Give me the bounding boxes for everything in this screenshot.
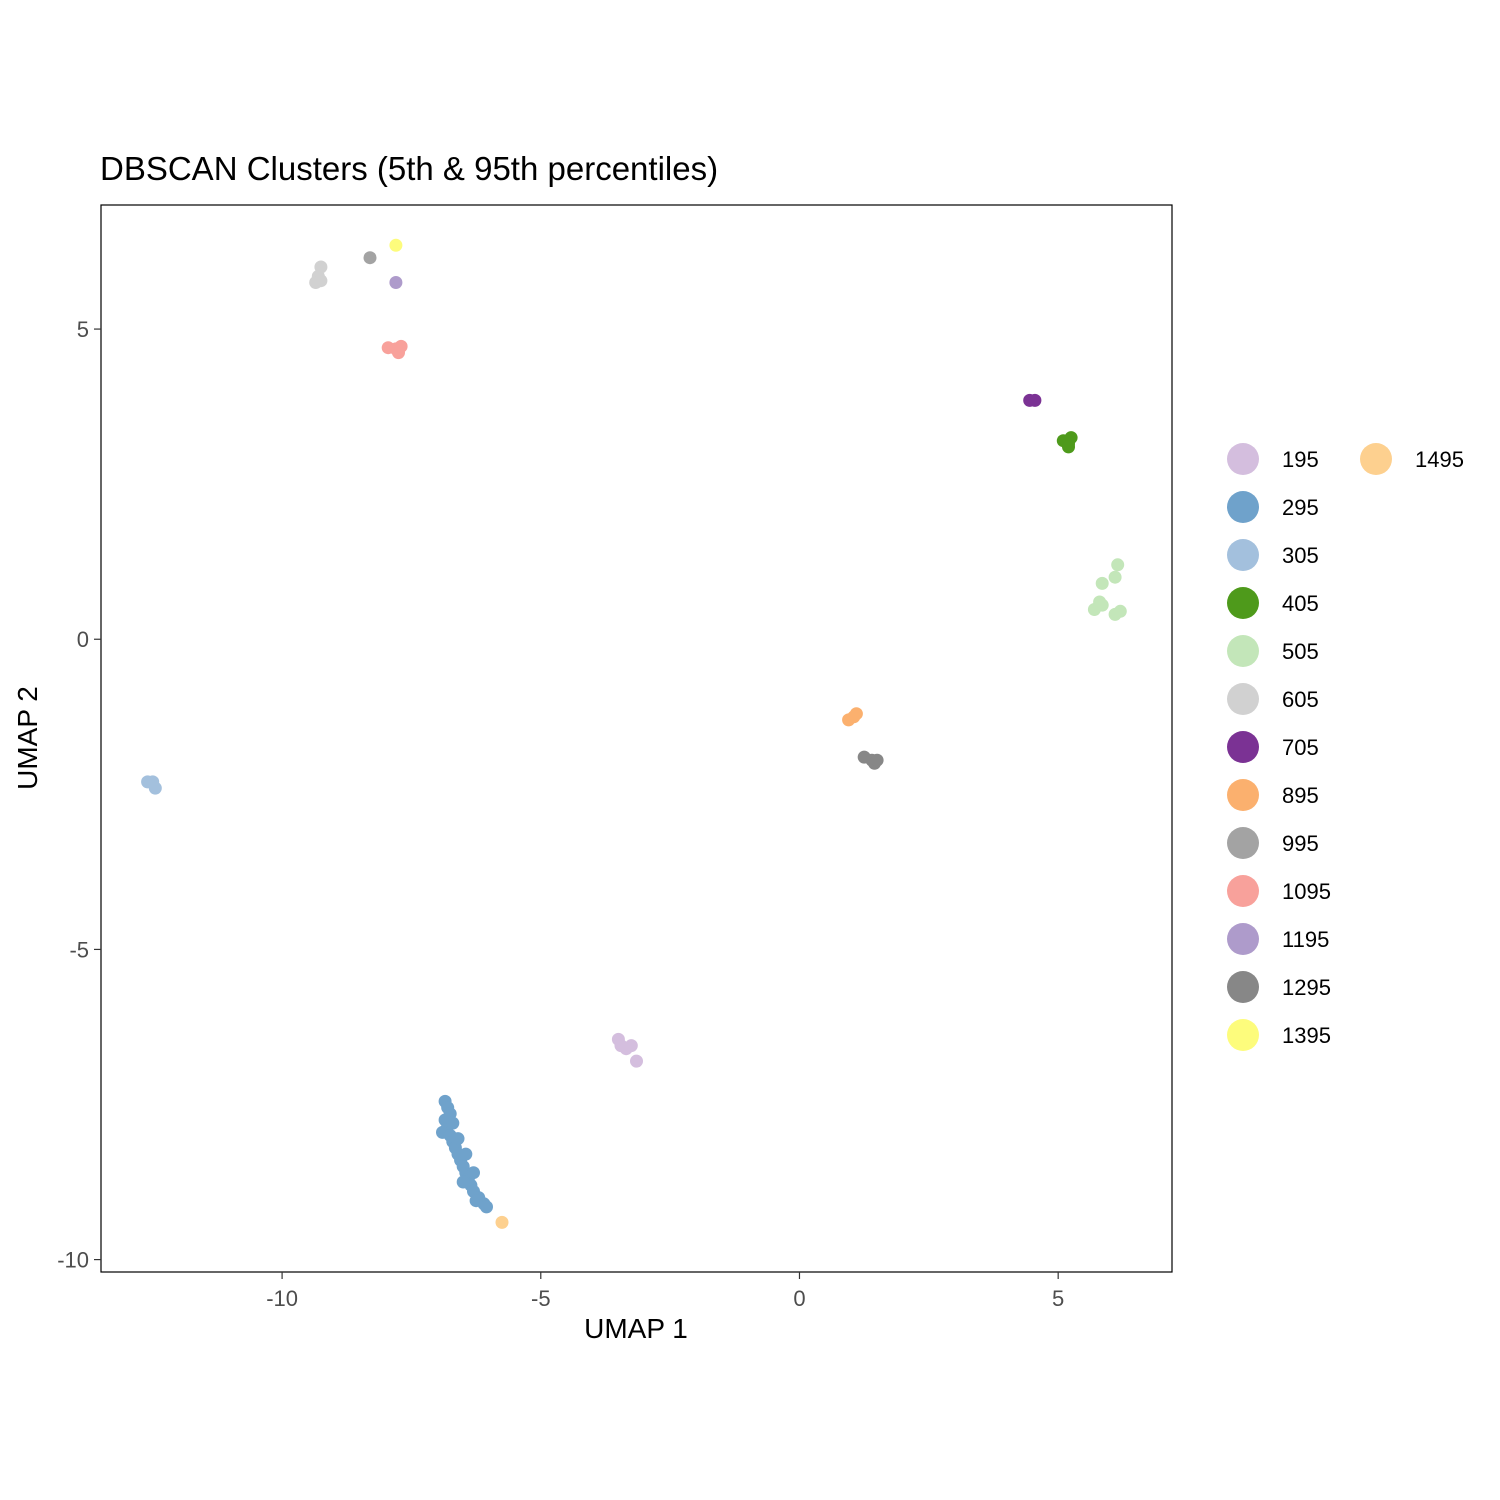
series-305 [141,775,162,795]
legend-label-295: 295 [1282,495,1319,520]
point-305-2 [148,781,162,795]
legend-label-405: 405 [1282,591,1319,616]
legend-item-195: 195 [1227,443,1319,475]
point-505-2 [1095,576,1109,590]
legend-key-505 [1227,635,1259,667]
series-295 [436,1094,493,1214]
legend-item-1095: 1095 [1227,875,1331,907]
series-995 [363,251,377,265]
series-195 [611,1032,643,1068]
point-295-24 [469,1194,483,1208]
legend: 195 295 305 405 505 605 705 895 995 1095 1195 1295 1… [1227,443,1464,1051]
legend-key-295 [1227,491,1259,523]
legend-label-895: 895 [1282,783,1319,808]
x-tick-label-2: 0 [793,1286,805,1311]
legend-label-1195: 1195 [1282,927,1329,952]
chart-title: DBSCAN Clusters (5th & 95th percentiles) [100,150,718,187]
legend-key-1195 [1227,923,1259,955]
point-1095-3 [394,339,408,353]
legend-key-605 [1227,683,1259,715]
point-295-21 [451,1132,465,1146]
point-505-7 [1113,604,1127,618]
legend-key-1495 [1360,443,1392,475]
legend-key-895 [1227,779,1259,811]
plot-panel [100,204,1173,1273]
y-tick-label-0: -10 [57,1248,89,1273]
point-995-0 [363,251,377,265]
point-295-23 [456,1175,470,1189]
point-505-0 [1111,558,1125,572]
point-505-5 [1087,603,1101,616]
y-axis-title: UMAP 2 [12,686,43,790]
y-tick-label-2: 0 [77,627,89,652]
legend-label-505: 505 [1282,639,1319,664]
point-295-18 [480,1200,493,1214]
point-405-3 [1062,440,1075,454]
point-295-19 [467,1166,480,1180]
series-1195 [389,276,403,289]
legend-label-705: 705 [1282,735,1319,760]
legend-item-405: 405 [1227,587,1319,619]
legend-label-195: 195 [1282,447,1319,472]
legend-key-1095 [1227,875,1259,907]
point-1395-0 [389,238,403,252]
y-tick-label-3: 5 [77,317,89,342]
legend-label-1395: 1395 [1282,1023,1331,1048]
x-tick-label-1: -5 [531,1286,551,1311]
x-tick-label-0: -10 [266,1286,298,1311]
legend-key-1395 [1227,1019,1259,1051]
point-295-22 [446,1116,460,1130]
point-195-3 [624,1039,638,1053]
series-705 [1023,393,1042,407]
legend-item-295: 295 [1227,491,1319,523]
series-505 [1087,558,1127,621]
legend-item-505: 505 [1227,635,1319,667]
legend-key-705 [1227,731,1259,763]
legend-key-1295 [1227,971,1259,1003]
point-505-1 [1108,570,1122,584]
legend-item-705: 705 [1227,731,1319,763]
series-1395 [389,238,403,252]
points-layer [141,238,1127,1229]
legend-key-995 [1227,827,1259,859]
series-1295 [857,750,884,770]
legend-label-995: 995 [1282,831,1319,856]
legend-item-1395: 1395 [1227,1019,1331,1051]
point-1495-0 [495,1215,509,1229]
x-tick-label-3: 5 [1052,1286,1064,1311]
legend-item-895: 895 [1227,779,1319,811]
legend-label-1095: 1095 [1282,879,1331,904]
y-axis: -10 -5 0 5 [57,317,101,1273]
legend-key-195 [1227,443,1259,475]
legend-key-305 [1227,539,1259,571]
legend-item-305: 305 [1227,539,1319,571]
x-axis-title: UMAP 1 [584,1313,688,1344]
series-605 [309,260,328,289]
legend-key-405 [1227,587,1259,619]
legend-label-1495: 1495 [1415,447,1464,472]
legend-item-1295: 1295 [1227,971,1331,1003]
series-895 [842,707,863,727]
point-1195-0 [389,276,403,289]
series-405 [1056,431,1078,454]
series-1095 [381,339,408,360]
point-895-2 [849,707,863,721]
legend-label-305: 305 [1282,543,1319,568]
point-1295-3 [870,753,884,767]
legend-item-605: 605 [1227,683,1319,715]
legend-item-1195: 1195 [1227,923,1329,955]
point-195-4 [630,1054,643,1068]
legend-label-1295: 1295 [1282,975,1331,1000]
legend-item-995: 995 [1227,827,1319,859]
y-tick-label-1: -5 [69,937,89,962]
point-605-3 [314,274,328,288]
point-705-1 [1028,393,1042,407]
point-295-20 [459,1147,473,1161]
series-1495 [495,1215,509,1229]
legend-label-605: 605 [1282,687,1319,712]
legend-item-1495: 1495 [1360,443,1464,475]
x-axis: -10 -5 0 5 [266,1272,1064,1311]
